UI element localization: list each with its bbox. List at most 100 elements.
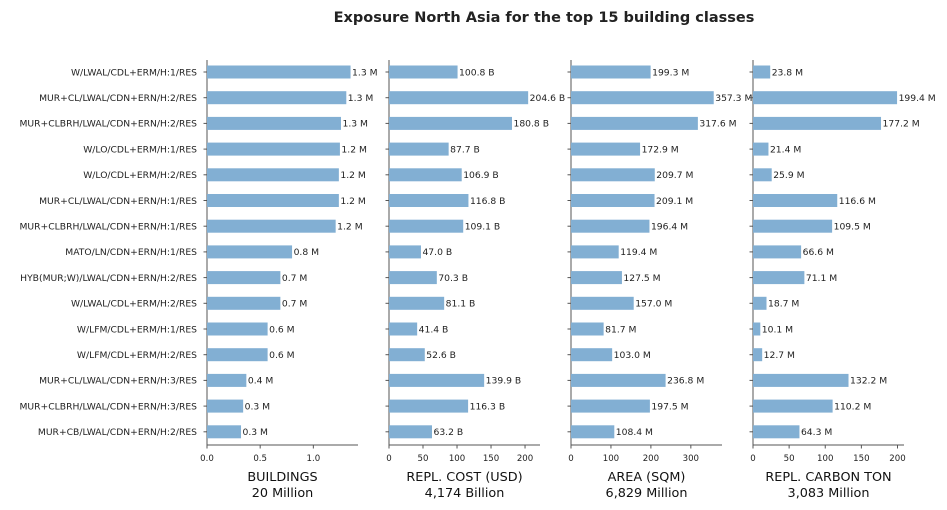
data-label: 103.0 M	[614, 350, 651, 361]
data-label: 63.2 B	[433, 427, 463, 438]
bar	[389, 65, 458, 79]
panel-total: 3,083 Million	[788, 486, 870, 501]
bar	[389, 194, 469, 207]
bar	[753, 194, 838, 207]
bar	[389, 245, 421, 259]
panel: 1.3 M 1.3 M 1.3 M 1.2 M 1.2 M 1.2 M 1.2 M 0.8 M…	[200, 60, 378, 501]
bar	[753, 116, 882, 130]
data-label: 0.8 M	[294, 247, 320, 258]
data-label: 236.8 M	[667, 376, 704, 387]
panel-total: 20 Million	[252, 486, 314, 501]
category-label: MUR+CLBRH/LWAL/CDN+ERN/H:2/RES	[20, 119, 198, 130]
x-tick-label: 200	[517, 454, 533, 464]
category-label: MUR+CL/LWAL/CDN+ERN/H:1/RES	[39, 196, 197, 207]
bar	[753, 296, 767, 310]
bar	[753, 322, 761, 336]
data-label: 0.6 M	[269, 350, 295, 361]
bar	[207, 373, 247, 387]
bar	[753, 245, 802, 259]
data-label: 52.6 B	[426, 350, 456, 361]
data-label: 132.2 M	[850, 376, 887, 387]
x-tick-label: 150	[483, 454, 499, 464]
bar	[753, 425, 800, 439]
x-tick-label: 200	[889, 454, 905, 464]
category-label: MUR+CLBRH/LWAL/CDN+ERN/H:1/RES	[20, 222, 198, 233]
data-label: 41.4 B	[419, 324, 449, 335]
panel: 199.3 M 357.3 M 317.6 M 172.9 M 209.7 M 209.1…	[567, 60, 752, 501]
bar	[753, 373, 849, 387]
data-label: 71.1 M	[806, 273, 837, 284]
bar	[207, 168, 339, 182]
data-label: 10.1 M	[762, 324, 793, 335]
data-label: 0.3 M	[243, 427, 269, 438]
data-label: 18.7 M	[768, 299, 799, 310]
category-label: W/LFM/CDL+ERM/H:2/RES	[77, 350, 197, 361]
data-label: 109.5 M	[834, 222, 871, 233]
data-label: 0.6 M	[269, 324, 295, 335]
bar	[571, 245, 619, 259]
data-label: 139.9 B	[486, 376, 522, 387]
data-label: 197.5 M	[651, 401, 688, 412]
panel: 23.8 M 199.4 M 177.2 M 21.4 M 25.9 M 116.6 M 1…	[749, 60, 936, 501]
bar	[207, 142, 340, 156]
data-label: 0.7 M	[282, 273, 308, 284]
data-label: 100.8 B	[459, 67, 495, 78]
data-label: 106.9 B	[463, 170, 499, 181]
bar	[571, 65, 651, 79]
data-label: 116.6 M	[839, 196, 876, 207]
category-label: HYB(MUR;W)/LWAL/CDN+ERN/H:2/RES	[20, 273, 197, 284]
x-tick-label: 50	[784, 454, 795, 464]
bar	[207, 322, 268, 336]
data-label: 64.3 M	[801, 427, 832, 438]
category-label: MUR+CL/LWAL/CDN+ERN/H:3/RES	[39, 376, 197, 387]
x-tick-label: 100	[817, 454, 833, 464]
bar	[571, 219, 650, 233]
bar	[207, 348, 268, 362]
data-label: 209.1 M	[656, 196, 693, 207]
panel: 100.8 B 204.6 B 180.8 B 87.7 B 106.9 B 116.8 …	[385, 60, 565, 501]
bar	[571, 373, 666, 387]
bar	[571, 168, 655, 182]
bar	[571, 348, 613, 362]
bar	[207, 271, 281, 285]
data-label: 116.3 B	[470, 401, 506, 412]
data-label: 81.1 B	[446, 299, 476, 310]
x-axis-label: REPL. CARBON TON	[765, 470, 891, 485]
bar	[389, 271, 437, 285]
category-label: MUR+CB/LWAL/CDN+ERN/H:2/RES	[38, 427, 197, 438]
bar	[571, 296, 634, 310]
bar	[753, 91, 898, 105]
bar	[389, 168, 462, 182]
data-label: 110.2 M	[834, 401, 871, 412]
bar	[389, 373, 485, 387]
bar	[571, 91, 714, 105]
bar	[207, 91, 347, 105]
data-label: 1.2 M	[341, 144, 367, 155]
data-label: 108.4 M	[616, 427, 653, 438]
data-label: 66.6 M	[803, 247, 834, 258]
bar	[207, 116, 341, 130]
data-label: 199.4 M	[899, 93, 936, 104]
bar	[207, 194, 339, 207]
x-tick-label: 300	[683, 454, 699, 464]
data-label: 1.2 M	[340, 170, 366, 181]
x-tick-label: 0.0	[200, 454, 214, 464]
data-label: 12.7 M	[764, 350, 795, 361]
data-label: 1.2 M	[337, 222, 363, 233]
data-label: 317.6 M	[699, 119, 736, 130]
bar	[571, 399, 650, 413]
data-label: 1.3 M	[348, 93, 374, 104]
category-label: W/LO/CDL+ERM/H:2/RES	[83, 170, 197, 181]
data-label: 0.3 M	[245, 401, 271, 412]
chart-title: Exposure North Asia for the top 15 build…	[334, 10, 755, 26]
data-label: 47.0 B	[422, 247, 452, 258]
data-label: 87.7 B	[450, 144, 480, 155]
bar	[207, 219, 336, 233]
data-label: 1.3 M	[352, 67, 378, 78]
bar	[389, 142, 449, 156]
data-label: 0.7 M	[282, 299, 308, 310]
data-label: 157.0 M	[635, 299, 672, 310]
panel-total: 4,174 Billion	[425, 486, 505, 501]
x-tick-label: 100	[449, 454, 465, 464]
